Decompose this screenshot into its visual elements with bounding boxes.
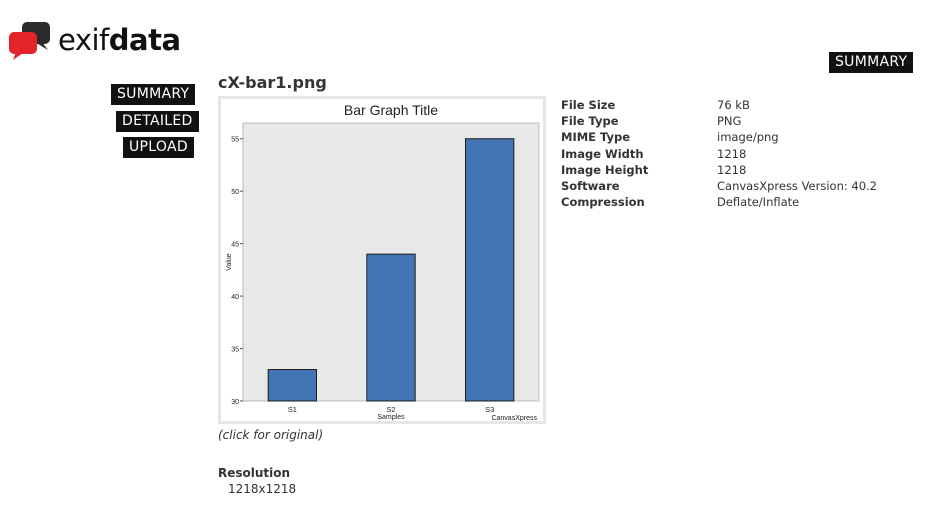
metadata-row: Image Height 1218: [561, 162, 901, 178]
metadata-table: File Size 76 kB File Type PNG MIME Type ima…: [561, 97, 901, 210]
metadata-row: MIME Type image/png: [561, 129, 901, 145]
x-axis-label: Samples: [377, 414, 405, 421]
metadata-row: Software CanvasXpress Version: 40.2: [561, 178, 901, 194]
metadata-row: File Type PNG: [561, 113, 901, 129]
metadata-key: File Size: [561, 98, 616, 112]
metadata-row: Image Width 1218: [561, 146, 901, 162]
metadata-key: Image Height: [561, 162, 649, 177]
y-tick-label: 30: [231, 399, 239, 406]
exifdata-logo[interactable]: [8, 20, 178, 64]
logo-wordmark: exifdata: [58, 23, 181, 57]
bar-s2: [366, 253, 416, 402]
x-tick-label: S3: [485, 405, 494, 414]
metadata-value: PNG: [717, 114, 742, 129]
nav-summary-button[interactable]: SUMMARY: [111, 84, 196, 105]
metadata-key: Compression: [561, 195, 645, 210]
x-tick-label: S1: [288, 405, 297, 414]
bar-s3: [464, 138, 515, 402]
x-tick-label: S2: [386, 405, 395, 414]
chart-title: Bar Graph Title: [344, 102, 438, 118]
file-name-title: cX-bar1.png: [218, 73, 327, 92]
canvasxpress-watermark: CanvasXpress: [491, 415, 537, 421]
resolution-label: Resolution: [218, 466, 291, 480]
click-for-original-caption[interactable]: (click for original): [218, 428, 324, 442]
metadata-key: Software: [561, 178, 620, 193]
metadata-row: File Size 76 kB: [561, 97, 901, 113]
metadata-value: Deflate/Inflate: [717, 195, 800, 210]
y-tick-label: 35: [231, 347, 239, 354]
metadata-key: MIME Type: [561, 130, 631, 145]
metadata-key: Image Width: [561, 146, 644, 161]
bar-chart: Bar Graph Title 30 35 40 45 50 55 S1 S2 S3 Samples…: [226, 102, 540, 421]
metadata-value: 76 kB: [717, 98, 750, 112]
metadata-key: File Type: [561, 114, 619, 129]
y-tick-label: 40: [231, 294, 239, 301]
y-tick-label: 55: [231, 137, 239, 144]
resolution-value: 1218x1218: [228, 482, 297, 496]
metadata-value: CanvasXpress Version: 40.2: [717, 178, 878, 193]
y-tick-label: 45: [231, 242, 239, 249]
y-axis-label: Value: [226, 253, 233, 270]
nav-detailed-button[interactable]: DETAILED: [116, 111, 199, 132]
image-thumbnail-link[interactable]: Bar Graph Title 30 35 40 45 50 55 S1 S2 S3 Samples…: [218, 96, 546, 424]
nav-upload-button[interactable]: UPLOAD: [123, 137, 194, 158]
metadata-value: 1218: [717, 146, 747, 161]
header-summary-button[interactable]: SUMMARY: [829, 52, 914, 73]
bar-s1: [267, 369, 318, 402]
metadata-value: image/png: [717, 130, 779, 145]
y-tick-label: 50: [231, 189, 239, 196]
metadata-row: Compression Deflate/Inflate: [561, 194, 901, 210]
metadata-value: 1218: [717, 162, 747, 177]
logo-speech-bubbles-icon: [9, 22, 50, 60]
